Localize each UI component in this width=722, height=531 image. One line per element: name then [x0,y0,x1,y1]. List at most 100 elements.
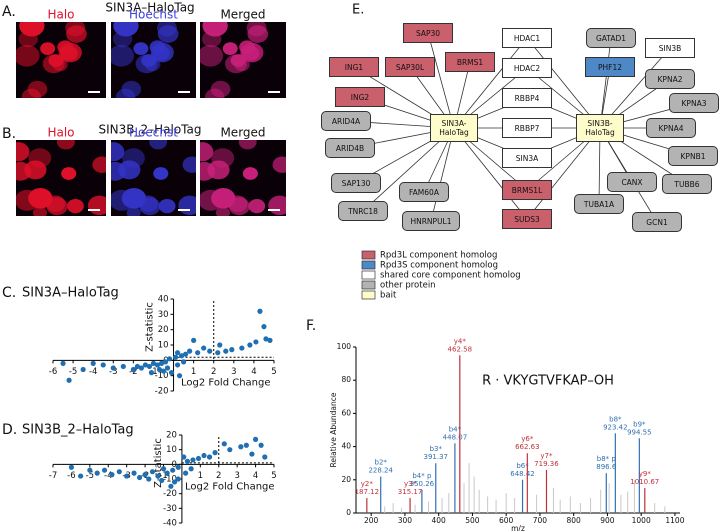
point [170,467,176,473]
y-tick-label: -40 [163,519,177,529]
x-tick-label: 400 [432,516,447,525]
point [100,362,106,368]
cells [16,22,87,98]
edge [526,127,601,220]
protein-node: HDAC2 [502,58,552,78]
protein-node: PHF12 [585,57,635,77]
legend-swatch [361,260,376,270]
panel-label: B. [2,126,16,142]
peak-mz: 662.63 [515,443,540,451]
x-tick-label: 2 [216,471,221,481]
y-tick-label: 20 [158,325,169,335]
nucleus [46,197,68,216]
point [183,351,189,357]
point [68,464,75,470]
protein-node: SUDS3 [502,209,552,229]
protein-node: CANX [607,172,657,192]
legend-label: Rpd3L component homolog [380,251,497,261]
peak-ion: b6* [516,462,529,470]
point [87,467,93,473]
legend-label: Rpd3S component homolog [380,261,498,271]
protein-node: SAP130 [331,173,381,193]
point [207,348,213,354]
chart-title: SIN3A–HaloTag [22,286,119,301]
edge [430,127,455,222]
peak-mz: 462.58 [448,345,473,353]
nucleus [240,42,264,63]
protein-node: RBBP4 [502,88,552,108]
legend-label: shared core component homolog [380,271,521,281]
x-tick-label: -6 [67,471,75,481]
point [146,363,153,370]
point [183,470,189,476]
nucleus [225,54,248,74]
y-tick-label: -10 [163,475,177,485]
point [263,336,269,342]
nucleus [238,140,257,150]
nucleus [92,156,106,173]
point [162,359,169,365]
edge [427,32,455,129]
nucleus [56,140,75,150]
edge [599,37,612,129]
peak-ion: y4* [454,337,467,345]
x-tick-label: -5 [69,367,77,377]
peak-mz: 896.6 [596,463,617,471]
x-tick-label: -4 [89,367,97,377]
x-tick-label: 4 [251,367,256,377]
point [262,454,268,460]
x-tick-label: 3 [231,367,236,377]
nucleus [272,156,286,173]
panel-label: D. [2,422,17,438]
y-tick-label: 100 [337,342,352,351]
point [138,365,144,371]
protein-node: ING2 [335,87,385,107]
point [181,454,187,460]
point [206,454,213,460]
protein-node: SIN3A [502,148,552,168]
channel-label: Merged [220,8,265,22]
nucleus [207,160,230,180]
peak-mz: 1010.67 [630,478,659,486]
legend-swatch [361,270,376,280]
nucleus [113,22,139,37]
y-axis-label: Z-statistic [153,438,164,488]
point [195,350,201,356]
point [195,455,202,462]
point [201,345,207,351]
legend-swatch [361,280,376,290]
protein-node: HNRNPUL1 [402,211,460,231]
point [142,362,149,368]
x-tick-label: 600 [499,516,514,525]
y-axis-label: Z-statistic [145,302,156,352]
point [116,469,122,475]
point [187,348,193,354]
nucleus [215,206,230,216]
point [215,350,221,356]
y-axis-label: Relative Abundance [329,392,338,467]
nucleus [248,198,266,214]
point [160,466,167,472]
point [176,373,183,379]
nucleus [157,25,179,43]
point [180,359,187,365]
y-tick-label: -30 [163,504,177,514]
peak-mz: 923.42 [603,423,628,431]
x-tick-label: 700 [533,516,548,525]
point [158,360,165,366]
point [66,377,72,383]
nucleus [61,167,77,180]
legend-swatch [361,290,376,300]
nucleus [200,142,214,162]
peak-ion: b4* [449,425,462,433]
x-tick-label: 4 [253,471,258,481]
nucleus [228,197,250,216]
peak-ion: b8* [609,415,622,423]
nucleus [135,54,158,74]
cells [111,140,196,216]
point [249,451,255,457]
point [190,457,196,463]
point [120,363,126,370]
